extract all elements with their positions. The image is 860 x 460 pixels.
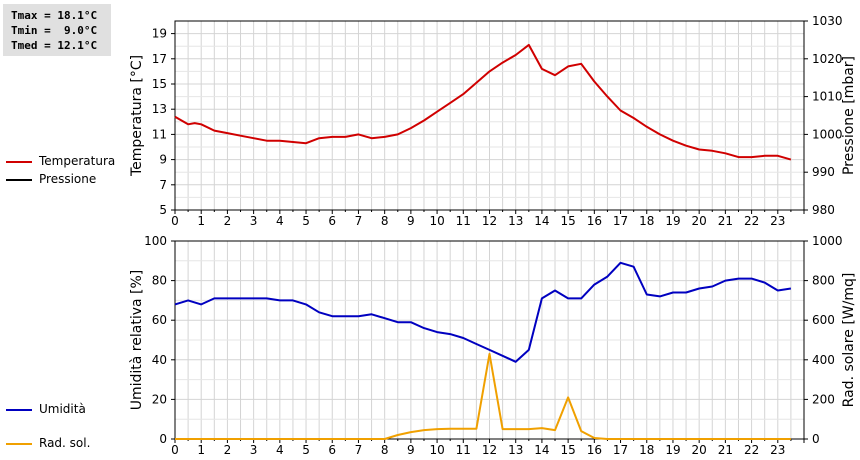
y2-tick-label: 980 (812, 203, 835, 217)
x-tick-label: 5 (302, 443, 310, 457)
y-tick-label: 0 (159, 432, 167, 446)
x-tick-label: 23 (770, 443, 785, 457)
x-tick-label: 3 (250, 443, 258, 457)
x-tick-label: 5 (302, 214, 310, 228)
x-tick-label: 20 (692, 443, 707, 457)
y-tick-label: 40 (152, 353, 167, 367)
x-tick-label: 14 (534, 214, 549, 228)
y2-tick-label: 1020 (812, 52, 843, 66)
x-tick-label: 14 (534, 443, 549, 457)
y-tick-label: 15 (152, 77, 167, 91)
y-tick-label: 60 (152, 313, 167, 327)
x-tick-label: 22 (744, 443, 759, 457)
x-tick-label: 16 (587, 214, 602, 228)
x-tick-label: 18 (639, 214, 654, 228)
y2-tick-label: 400 (812, 353, 835, 367)
x-tick-label: 19 (665, 214, 680, 228)
y-tick-label: 19 (152, 27, 167, 41)
x-tick-label: 10 (429, 214, 444, 228)
y-axis-title: Umidità relativa [%] (129, 270, 145, 411)
x-tick-label: 23 (770, 214, 785, 228)
x-tick-label: 12 (482, 214, 497, 228)
x-tick-label: 18 (639, 443, 654, 457)
y2-tick-label: 990 (812, 165, 835, 179)
x-tick-label: 15 (560, 214, 575, 228)
y2-tick-label: 1030 (812, 14, 843, 28)
y2-tick-label: 1010 (812, 90, 843, 104)
x-tick-label: 16 (587, 443, 602, 457)
x-tick-label: 10 (429, 443, 444, 457)
x-tick-label: 11 (456, 443, 471, 457)
x-tick-label: 17 (613, 443, 628, 457)
y-tick-label: 11 (152, 127, 167, 141)
legend-label-umidita: Umidità (39, 402, 86, 416)
x-tick-label: 6 (328, 443, 336, 457)
x-tick-label: 19 (665, 443, 680, 457)
x-tick-label: 7 (355, 443, 363, 457)
tmed-label: Tmed = 12.1°C (11, 39, 98, 52)
plot-frame (174, 20, 805, 211)
x-tick-label: 1 (197, 443, 205, 457)
y2-axis-title: Rad. solare [W/mq] (841, 273, 857, 408)
y2-tick-label: 0 (812, 432, 820, 446)
y2-tick-label: 200 (812, 392, 835, 406)
legend-swatch-umidita (6, 409, 32, 411)
chart-panel-1: 0 1 2 3 4 5 6 7 8 9 10 11 12 13 14 15 16 17 18 19 20 21 22 2302… (129, 234, 857, 457)
x-tick-label: 20 (692, 214, 707, 228)
x-tick-label: 21 (718, 443, 733, 457)
x-tick-label: 7 (355, 214, 363, 228)
y2-tick-label: 1000 (812, 234, 843, 248)
legend-label-rad-sol: Rad. sol. (39, 436, 91, 450)
tmin-label: Tmin = 9.0°C (11, 24, 98, 37)
x-tick-label: 9 (407, 443, 415, 457)
series-line-rad-sol (175, 352, 791, 440)
x-tick-label: 1 (197, 214, 205, 228)
x-tick-label: 9 (407, 214, 415, 228)
legend-swatch-pressione (6, 179, 32, 181)
x-tick-label: 3 (250, 214, 258, 228)
series-line-umidit (174, 261, 792, 363)
series-line-temperatura (174, 43, 792, 161)
tmax-label: Tmax = 18.1°C (11, 9, 98, 22)
y2-tick-label: 800 (812, 274, 835, 288)
y-tick-label: 17 (152, 52, 167, 66)
legend-swatch-temperatura (6, 161, 32, 163)
y-tick-label: 20 (152, 392, 167, 406)
x-tick-label: 13 (508, 443, 523, 457)
legend-swatch-rad-sol (6, 443, 32, 445)
y2-axis-title: Pressione [mbar] (841, 56, 857, 175)
y2-tick-label: 1000 (812, 127, 843, 141)
y-tick-label: 5 (159, 203, 167, 217)
x-tick-label: 2 (224, 443, 232, 457)
y-tick-label: 80 (152, 274, 167, 288)
legend-label-pressione: Pressione (39, 172, 97, 186)
stats-box: Tmax = 18.1°C Tmin = 9.0°C Tmed = 12.1°C (3, 4, 111, 56)
x-tick-label: 4 (276, 214, 284, 228)
x-tick-label: 8 (381, 443, 389, 457)
x-tick-label: 17 (613, 214, 628, 228)
y2-tick-label: 600 (812, 313, 835, 327)
x-tick-label: 15 (560, 443, 575, 457)
x-tick-label: 13 (508, 214, 523, 228)
x-tick-label: 22 (744, 214, 759, 228)
y-tick-label: 13 (152, 102, 167, 116)
x-tick-label: 0 (171, 443, 179, 457)
y-tick-label: 7 (159, 178, 167, 192)
y-axis-title: Temperatura [°C] (129, 55, 145, 177)
y-tick-label: 9 (159, 153, 167, 167)
legend-label-temperatura: Temperatura (39, 154, 116, 168)
chart-panel-0: 0 1 2 3 4 5 6 7 8 9 10 11 12 13 14 15 16 17 18 19 20 21 22 2357… (129, 14, 857, 228)
x-tick-label: 2 (224, 214, 232, 228)
x-tick-label: 12 (482, 443, 497, 457)
x-tick-label: 6 (328, 214, 336, 228)
y-tick-label: 100 (144, 234, 167, 248)
x-tick-label: 8 (381, 214, 389, 228)
x-tick-label: 21 (718, 214, 733, 228)
plot-frame (174, 240, 805, 440)
x-tick-label: 0 (171, 214, 179, 228)
x-tick-label: 11 (456, 214, 471, 228)
x-tick-label: 4 (276, 443, 284, 457)
